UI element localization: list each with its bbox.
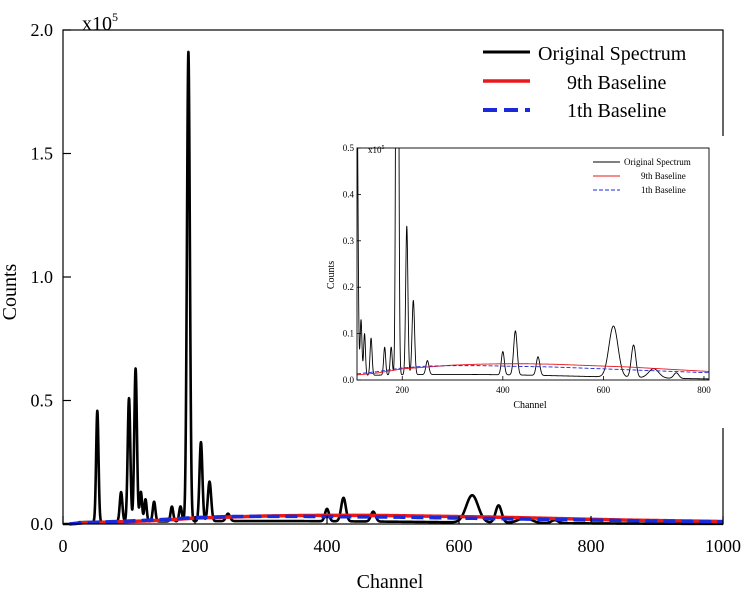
series-line-9th-baseline: [357, 363, 709, 376]
x-tick-label: 400: [496, 385, 510, 395]
inset-y-axis-label: Counts: [326, 261, 337, 289]
inset-plot-area: [357, 148, 709, 380]
main-y-axis-label: Counts: [0, 263, 21, 320]
inset-legend: Original Spectrum 9th Baseline 1th Basel…: [593, 157, 691, 195]
legend-label-9th-baseline: 9th Baseline: [567, 72, 667, 94]
inset-x-axis-label: Channel: [513, 400, 547, 411]
main-multiplier-exponent: 5: [112, 10, 118, 24]
inset-x-axis: 200 400 600 800: [396, 376, 711, 395]
y-tick-label: 1.5: [31, 144, 54, 164]
x-tick-label: 0: [59, 536, 68, 556]
y-tick-label: 0.5: [31, 391, 54, 411]
y-tick-label: 0.5: [343, 143, 355, 153]
inset-y-axis: 0.0 0.1 0.2 0.3 0.4 0.5: [343, 143, 361, 385]
y-tick-label: 0.0: [343, 375, 355, 385]
y-tick-label: 2.0: [31, 20, 54, 40]
inset-legend-label-1th-baseline: 1th Baseline: [641, 185, 686, 195]
y-tick-label: 0.2: [343, 282, 354, 292]
x-tick-label: 600: [597, 385, 611, 395]
inset-chart: 200 400 600 800 0.0 0.1 0.2 0.3 0.4 0.5 x105 Cha…: [319, 136, 727, 428]
legend-label-original: Original Spectrum: [538, 43, 687, 65]
y-tick-label: 0.1: [343, 329, 354, 339]
x-tick-label: 800: [697, 385, 711, 395]
x-tick-label: 200: [396, 385, 410, 395]
main-multiplier-base: x10: [82, 13, 112, 35]
main-y-axis: 0.0 0.5 1.0 1.5 2.0: [31, 20, 71, 534]
series-line-original-spectrum: [357, 148, 709, 380]
inset-multiplier: x105: [368, 145, 385, 155]
x-tick-label: 800: [578, 536, 605, 556]
legend-label-1th-baseline: 1th Baseline: [567, 100, 667, 122]
inset-multiplier-exponent: 5: [382, 145, 385, 151]
inset-legend-label-9th-baseline: 9th Baseline: [641, 171, 686, 181]
main-x-axis-label: Channel: [357, 571, 424, 593]
series-line-1th-baseline: [69, 514, 724, 526]
y-tick-label: 1.0: [31, 267, 54, 287]
inset-legend-label-original: Original Spectrum: [624, 157, 691, 167]
main-x-axis: 0 200 400 600 800 1000: [59, 516, 741, 556]
inset-plot-frame: [356, 147, 710, 381]
y-tick-label: 0.4: [343, 189, 355, 199]
x-tick-label: 200: [182, 536, 209, 556]
x-tick-label: 1000: [705, 536, 741, 556]
x-tick-label: 600: [446, 536, 473, 556]
y-tick-label: 0.0: [31, 514, 54, 534]
main-multiplier: x105: [82, 10, 118, 35]
y-tick-label: 0.3: [343, 236, 355, 246]
series-line-1th-baseline: [357, 365, 709, 375]
inset-multiplier-base: x10: [368, 145, 382, 155]
main-legend: Original Spectrum 9th Baseline 1th Basel…: [483, 43, 687, 122]
main-chart: 0 200 400 600 800 1000 0.00.51.01.52.0 x105 C…: [0, 10, 741, 593]
inset-background: [319, 136, 727, 428]
x-tick-label: 400: [314, 536, 341, 556]
